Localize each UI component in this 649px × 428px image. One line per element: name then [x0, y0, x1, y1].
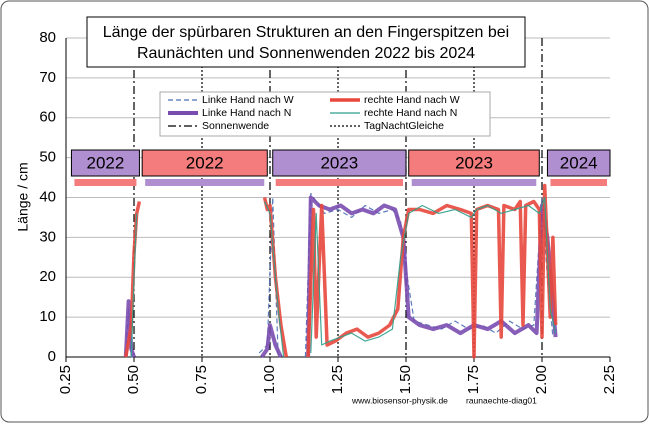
- y-tick-label: 70: [39, 69, 56, 86]
- period-box: [546, 149, 611, 177]
- legend-box: [159, 91, 491, 137]
- period-label: 2023: [320, 153, 358, 172]
- y-tick-label: 80: [39, 29, 56, 46]
- period-band: [275, 179, 403, 186]
- footer: raunaechte-diag01: [466, 395, 537, 405]
- period-band: [550, 179, 607, 186]
- period-band: [74, 179, 137, 186]
- x-tick-label: 1.75: [465, 365, 482, 394]
- series-line: [130, 196, 557, 358]
- plot-area: 0 10 20 30 40 50 60 70 80 0.25 0.50 0.75 1.00 1.25 1.5…: [39, 29, 618, 394]
- title-box: [86, 16, 526, 68]
- period-label: 2022: [186, 153, 224, 172]
- legend-label: Sonnenwende: [202, 120, 269, 132]
- period-label: 2023: [455, 153, 493, 172]
- chart-title: Länge der spürbaren Strukturen an den Fi…: [103, 24, 509, 41]
- period-label: 2024: [560, 153, 598, 172]
- period-box: [272, 149, 407, 177]
- y-tick-label: 30: [39, 228, 56, 245]
- x-tick-label: 1.50: [397, 365, 414, 394]
- footer: www.biosensor-physik.de: [351, 395, 448, 405]
- y-tick-label: 50: [39, 149, 56, 166]
- x-tick-label: 0.75: [193, 365, 210, 394]
- x-tick-label: 0.50: [125, 365, 142, 394]
- legend-label: Linke Hand nach N: [202, 107, 291, 119]
- y-tick-label: 10: [39, 308, 56, 325]
- x-tick-label: 1.25: [329, 365, 346, 394]
- y-tick-label: 20: [39, 268, 56, 285]
- x-tick-label: 0.25: [57, 365, 74, 394]
- chart-title: Raunächten und Sonnenwenden 2022 bis 202…: [137, 45, 475, 62]
- legend-label: Linke Hand nach W: [202, 94, 294, 106]
- x-tick-label: 2.00: [533, 365, 550, 394]
- y-tick-label: 60: [39, 109, 56, 126]
- period-band: [411, 179, 537, 186]
- legend-label: rechte Hand nach W: [364, 94, 460, 106]
- period-label: 2022: [87, 153, 125, 172]
- period-box: [141, 149, 268, 177]
- y-axis-label: Länge / cm: [15, 162, 31, 231]
- period-box: [408, 149, 540, 177]
- x-tick-label: 1.00: [261, 365, 278, 394]
- legend-label: rechte Hand nach N: [364, 107, 457, 119]
- x-tick-label: 2.25: [601, 365, 618, 394]
- period-band: [145, 179, 265, 186]
- y-tick-label: 0: [48, 348, 56, 365]
- period-box: [70, 149, 140, 177]
- legend-label: TagNachtGleiche: [364, 120, 444, 132]
- y-tick-label: 40: [39, 188, 56, 205]
